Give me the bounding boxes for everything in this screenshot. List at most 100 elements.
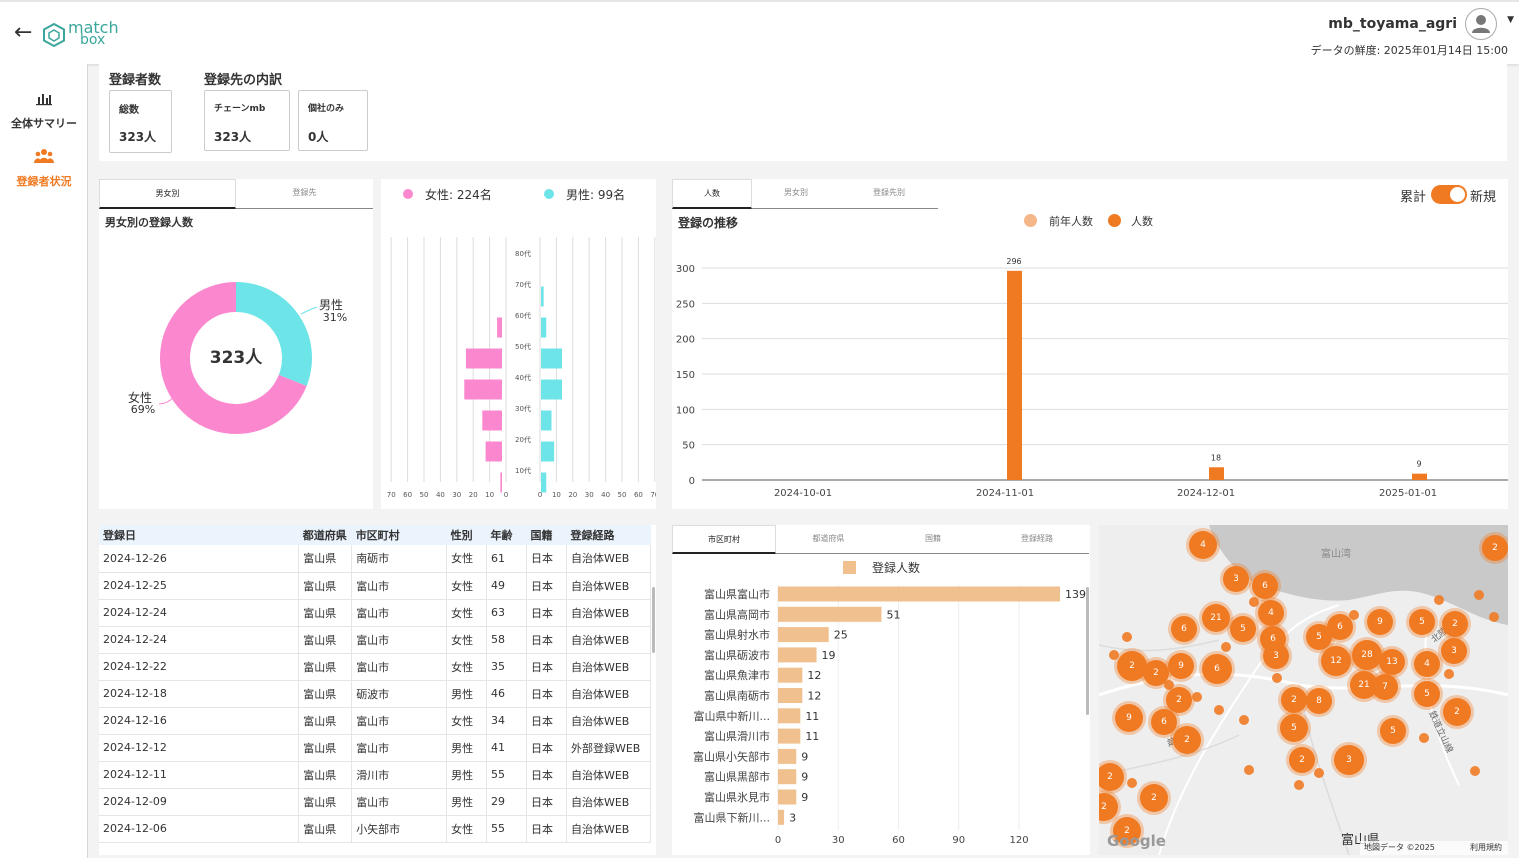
age-bar-male[interactable] [541,472,547,493]
map-cluster-marker[interactable]: 4 [1414,651,1440,677]
map-cluster-marker[interactable]: 7 [1372,674,1398,700]
map-point-marker[interactable] [1109,650,1119,660]
map-cluster-marker[interactable]: 9 [1367,609,1393,635]
map-cluster-marker[interactable]: 5 [1280,714,1308,742]
tab-prefecture[interactable]: 都道府県 [776,525,881,554]
map-cluster-marker[interactable]: 6 [1252,573,1278,599]
map-point-marker[interactable] [1214,705,1224,715]
map-point-marker[interactable] [1249,597,1259,607]
trend-bar[interactable] [1007,270,1022,480]
map-cluster-marker[interactable]: 2 [1482,535,1508,561]
age-bar-male[interactable] [541,317,547,338]
age-bar-female[interactable] [497,317,502,338]
trend-bar[interactable] [1412,473,1427,480]
city-bar[interactable] [778,809,785,825]
table-header-cell[interactable]: 国籍 [526,525,567,545]
age-bar-female[interactable] [485,441,502,462]
map-panel[interactable]: 富山湾 北陸新 鉄道立山線 城 富山県 43621546935566231228… [1099,525,1508,855]
map-cluster-marker[interactable]: 2 [1281,687,1307,713]
age-bar-female[interactable] [482,410,502,431]
map-cluster-marker[interactable]: 4 [1189,531,1217,559]
table-row[interactable]: 2024-12-25 富山県 富山市 女性 49 日本 自治体WEB [99,572,652,600]
map-cluster-marker[interactable]: 3 [1223,566,1249,592]
table-row[interactable]: 2024-12-22 富山県 富山市 女性 35 日本 自治体WEB [99,653,652,681]
user-avatar-icon[interactable] [1465,8,1497,40]
age-bar-male[interactable] [541,441,555,462]
map-cluster-marker[interactable]: 6 [1202,654,1232,684]
map-point-marker[interactable] [1489,612,1499,622]
table-row[interactable]: 2024-12-06 富山県 小矢部市 女性 55 日本 自治体WEB [99,815,652,843]
map-cluster-marker[interactable]: 3 [1441,638,1467,664]
city-bar[interactable] [778,627,829,643]
map-cluster-marker[interactable]: 6 [1327,614,1353,640]
map-cluster-marker[interactable]: 4 [1258,600,1284,626]
table-row[interactable]: 2024-12-26 富山県 南砺市 女性 61 日本 自治体WEB [99,545,652,573]
city-bar[interactable] [778,667,803,683]
table-row[interactable]: 2024-12-11 富山県 滑川市 男性 55 日本 自治体WEB [99,761,652,789]
city-bar[interactable] [778,769,797,785]
map-point-marker[interactable] [1474,590,1484,600]
map-cluster-marker[interactable]: 9 [1168,653,1194,679]
map-cluster-marker[interactable]: 2 [1113,817,1141,845]
map-cluster-marker[interactable]: 5 [1230,616,1256,642]
map-cluster-marker[interactable]: 21 [1202,604,1230,632]
chevron-down-icon[interactable]: ▼ [1507,15,1514,25]
map-cluster-marker[interactable]: 2 [1442,611,1468,637]
tab-gender[interactable]: 男女別 [99,179,236,209]
map-point-marker[interactable] [1244,765,1254,775]
table-row[interactable]: 2024-12-12 富山県 富山市 男性 41 日本 外部登録WEB [99,734,652,762]
table-row[interactable]: 2024-12-18 富山県 砺波市 男性 46 日本 自治体WEB [99,680,652,708]
map-cluster-marker[interactable]: 13 [1379,649,1405,675]
age-bar-male[interactable] [541,379,562,400]
tab-by-gender[interactable]: 男女別 [752,179,840,209]
map-point-marker[interactable] [1349,610,1359,620]
map-cluster-marker[interactable]: 2 [1117,651,1147,681]
city-bar[interactable] [778,748,797,764]
map-point-marker[interactable] [1434,595,1444,605]
table-header-cell[interactable]: 登録経路 [566,525,651,545]
table-row[interactable]: 2024-12-16 富山県 富山市 女性 34 日本 自治体WEB [99,707,652,735]
map-cluster-marker[interactable]: 28 [1352,640,1382,670]
map-point-marker[interactable] [1239,715,1249,725]
map-cluster-marker[interactable]: 2 [1443,698,1471,726]
donut-slice-male[interactable] [235,282,312,386]
city-bar[interactable] [778,708,801,724]
map-point-marker[interactable] [1444,669,1454,679]
map-point-marker[interactable] [1470,766,1480,776]
table-row[interactable]: 2024-12-24 富山県 富山市 女性 58 日本 自治体WEB [99,626,652,654]
map-point-marker[interactable] [1419,733,1429,743]
donut-slice-female[interactable] [160,282,307,434]
tab-count[interactable]: 人数 [672,179,752,209]
map-cluster-marker[interactable]: 2 [1166,687,1192,713]
map-cluster-marker[interactable]: 12 [1321,646,1351,676]
sidebar-item-summary[interactable]: 全体サマリー [0,90,88,131]
map-point-marker[interactable] [1192,692,1202,702]
map-cluster-marker[interactable]: 5 [1409,609,1435,635]
trend-bar[interactable] [1209,467,1224,480]
map-cluster-marker[interactable]: 2 [1140,784,1168,812]
age-bar-female[interactable] [500,472,502,493]
table-header-cell[interactable]: 性別 [446,525,487,545]
table-header-cell[interactable]: 年齢 [486,525,527,545]
map-cluster-marker[interactable]: 9 [1115,704,1143,732]
city-scrollbar[interactable] [1086,587,1089,715]
city-bar[interactable] [778,586,1060,602]
map-cluster-marker[interactable]: 2 [1099,793,1118,821]
city-bar[interactable] [778,606,882,622]
map-cluster-marker[interactable]: 6 [1171,616,1197,642]
map-terms-link[interactable]: 利用規約 [1470,843,1502,852]
age-bar-male[interactable] [541,286,544,307]
table-scrollbar[interactable] [652,587,655,653]
table-row[interactable]: 2024-12-09 富山県 富山市 男性 29 日本 自治体WEB [99,788,652,816]
map-point-marker[interactable] [1122,632,1132,642]
city-bar[interactable] [778,728,801,744]
map-cluster-marker[interactable]: 5 [1380,718,1406,744]
age-bar-female[interactable] [465,348,502,369]
city-bar[interactable] [778,647,817,663]
city-bar[interactable] [778,789,797,805]
cumulative-new-toggle[interactable] [1431,185,1467,204]
map-point-marker[interactable] [1294,780,1304,790]
map-cluster-marker[interactable]: 6 [1151,709,1177,735]
tab-city[interactable]: 市区町村 [672,525,776,554]
table-row[interactable]: 2024-12-24 富山県 富山市 女性 63 日本 自治体WEB [99,599,652,627]
